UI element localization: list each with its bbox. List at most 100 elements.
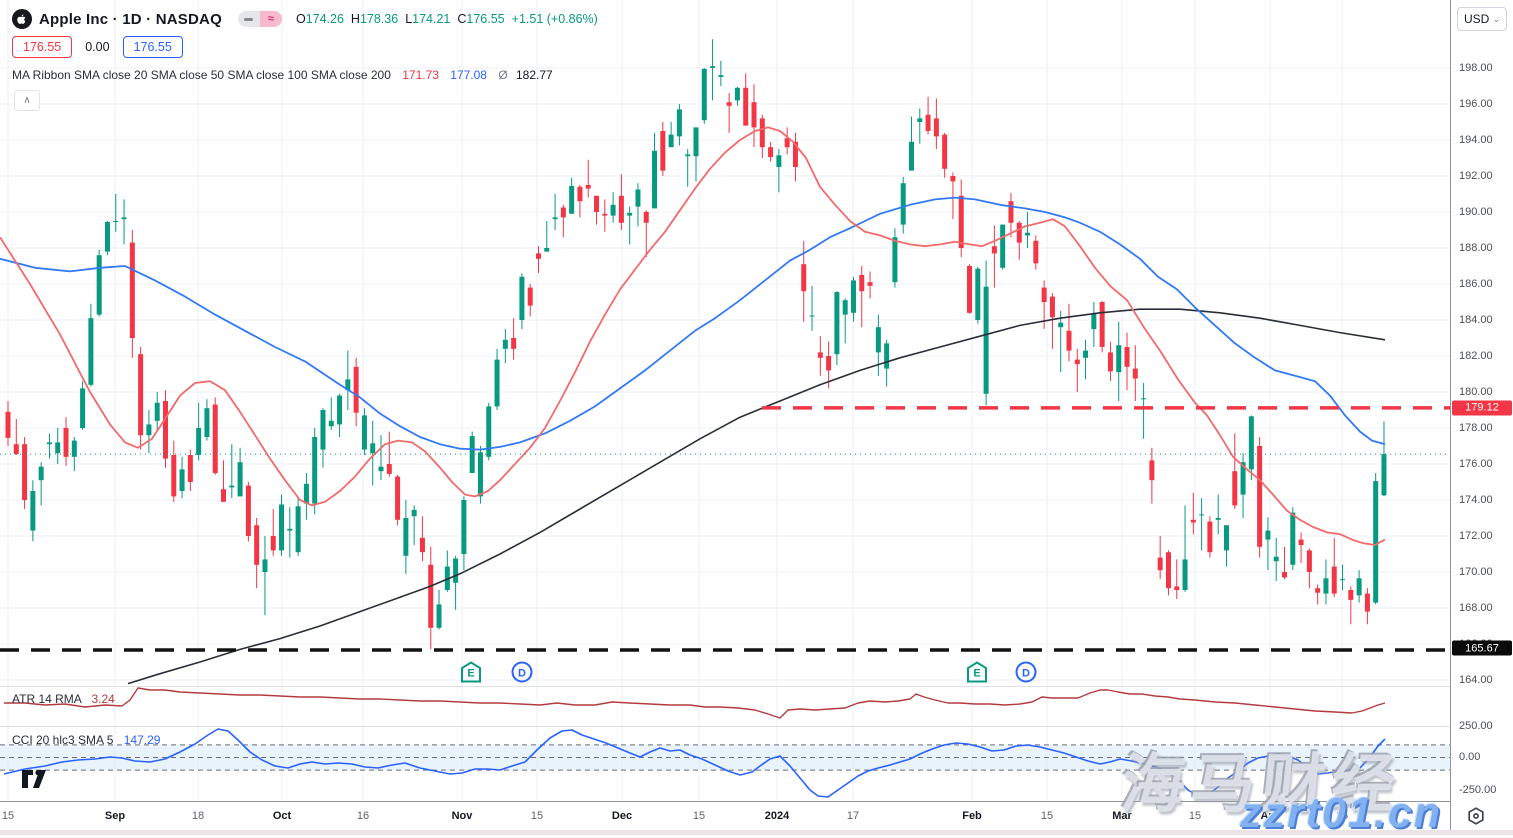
wave-toggle-icon[interactable]: ≈ [259, 11, 282, 27]
candle-body [710, 66, 716, 68]
candle-body [486, 406, 492, 457]
dividend-marker[interactable]: D [511, 661, 533, 688]
cci-label[interactable]: CCI 20 hlc3 SMA 5 [12, 733, 114, 747]
pane-divider-atr-cci[interactable] [0, 726, 1513, 727]
candle-body [1141, 398, 1147, 400]
change-value: +1.51 (+0.86%) [511, 12, 598, 26]
candle-body [104, 221, 110, 252]
candle-body [768, 147, 774, 158]
candle-body [204, 408, 210, 437]
sell-price-button[interactable]: 176.55 [12, 36, 73, 58]
price-tick: 198.00 [1459, 62, 1493, 74]
candle-body [942, 134, 948, 169]
candle-body [1257, 446, 1263, 547]
earnings-marker[interactable]: E [460, 661, 482, 688]
candle-body [5, 411, 11, 438]
candle-body [221, 489, 227, 502]
axis-settings-gear-icon[interactable] [1466, 806, 1486, 831]
candle-body [569, 185, 575, 214]
candle-body [627, 212, 633, 216]
candle-body [635, 189, 641, 207]
candle-body [958, 195, 964, 248]
candle-body [701, 68, 707, 121]
candle-body [80, 388, 86, 428]
candle-body [63, 428, 69, 457]
candlestick-chart[interactable] [0, 0, 1450, 800]
candle-body [817, 352, 823, 358]
candle-body [1199, 514, 1205, 516]
candle-body [337, 395, 343, 425]
candle-body [917, 118, 923, 122]
earnings-marker[interactable]: E [966, 661, 988, 688]
candle-body [254, 525, 260, 565]
price-axis[interactable]: USD ⌄ 198.00 196.00 194.00 192.00 190.00 188.… [1450, 0, 1513, 835]
open-label: O [295, 12, 306, 26]
atr-line[interactable] [4, 687, 1386, 719]
time-axis[interactable]: 15 Sep 18 Oct 16 Nov 15 Dec 15 2024 17 Feb 15 Mar 15 Ap… [0, 801, 1450, 831]
symbol-title[interactable]: Apple Inc · 1D · NASDAQ [39, 10, 222, 28]
minus-toggle-icon[interactable] [237, 11, 260, 27]
candle-body [693, 127, 699, 157]
sma50-value: 177.08 [450, 68, 487, 82]
candle-body [279, 504, 285, 551]
candle-body [419, 537, 425, 553]
candle-body [196, 428, 202, 455]
candle-body [685, 154, 691, 157]
candle-body [1232, 471, 1238, 506]
ma-line-sma20[interactable] [0, 126, 1386, 546]
currency-selector[interactable]: USD ⌄ [1457, 7, 1507, 31]
ma-line-sma200[interactable] [127, 308, 1386, 685]
time-tick: 17 [846, 810, 860, 822]
average-value: 182.77 [516, 68, 553, 82]
candle-body [1165, 552, 1171, 589]
candle-body [55, 442, 61, 454]
atr-label[interactable]: ATR 14 RMA [12, 692, 82, 706]
price-tick: 170.00 [1459, 566, 1493, 578]
candle-body [850, 280, 856, 313]
svg-text:E: E [467, 668, 474, 680]
candle-body [1207, 521, 1213, 553]
candle-body [469, 436, 475, 473]
candle-body [312, 437, 318, 504]
time-tick: 2024 [764, 810, 790, 822]
sma20-value: 171.73 [402, 68, 439, 82]
candle-body [461, 500, 467, 554]
candle-body [1215, 518, 1221, 520]
visibility-toggle[interactable]: ≈ [237, 11, 282, 27]
candle-body [1157, 557, 1163, 571]
price-tick: 186.00 [1459, 278, 1493, 290]
candle-body [652, 150, 658, 209]
svg-text:D: D [1022, 668, 1030, 680]
high-label: H [350, 12, 360, 26]
ma-line-sma50[interactable] [0, 196, 1386, 451]
dividend-marker[interactable]: D [1015, 661, 1037, 688]
candle-body [502, 339, 508, 349]
collapse-legend-button[interactable]: ∧ [14, 90, 40, 111]
tradingview-logo[interactable] [22, 770, 50, 793]
candle-body [146, 424, 152, 436]
candle-body [801, 264, 807, 292]
ma-ribbon-label[interactable]: MA Ribbon SMA close 20 SMA close 50 SMA … [12, 68, 391, 82]
candle-body [287, 528, 293, 531]
candle-body [643, 212, 649, 223]
time-tick: Mar [1112, 810, 1132, 822]
chevron-down-icon: ⌄ [1492, 13, 1500, 24]
candle-body [237, 462, 243, 497]
price-tick: 192.00 [1459, 170, 1493, 182]
ohlc-readout: O174.26 H178.36 L174.21 C176.55 +1.51 (+… [296, 12, 598, 26]
candle-body [88, 318, 94, 385]
candle-body [270, 536, 276, 551]
candle-body [519, 276, 525, 320]
buy-price-button[interactable]: 176.55 [122, 36, 183, 58]
price-tick: 184.00 [1459, 314, 1493, 326]
candle-body [759, 118, 765, 148]
candle-body [138, 354, 144, 436]
candle-body [1331, 566, 1337, 594]
candle-body [602, 213, 608, 216]
cci-legend: CCI 20 hlc3 SMA 5 147.29 [12, 733, 160, 747]
pane-divider-main-atr[interactable] [0, 686, 1513, 687]
cci-line[interactable] [3, 728, 1386, 798]
currency-label: USD [1464, 12, 1490, 26]
candle-body [511, 338, 517, 349]
price-tick: 182.00 [1459, 350, 1493, 362]
